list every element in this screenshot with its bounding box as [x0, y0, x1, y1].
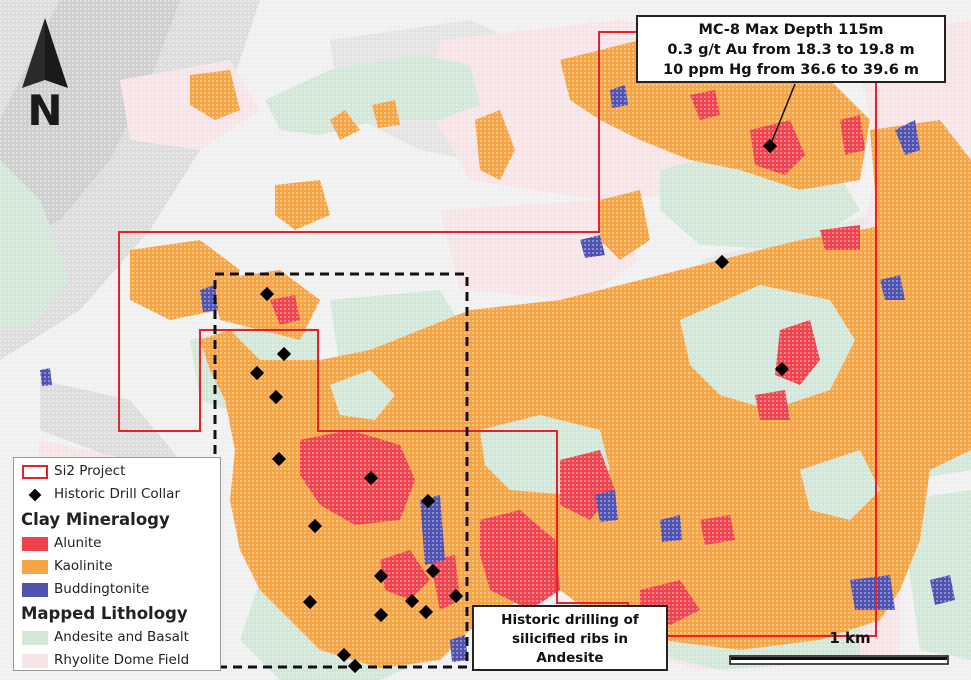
- drill-collar[interactable]: [249, 365, 265, 381]
- drillhole-callout: MC-8 Max Depth 115m 0.3 g/t Au from 18.3…: [636, 15, 946, 83]
- kaolinite-swatch: [22, 560, 48, 574]
- drill-collar[interactable]: [448, 588, 464, 604]
- legend-heading-clay: Clay Mineralogy: [21, 510, 170, 529]
- callout-line: 0.3 g/t Au from 18.3 to 19.8 m: [667, 42, 915, 58]
- callout-line: MC-8 Max Depth 115m: [698, 22, 884, 38]
- drill-collar[interactable]: [420, 493, 436, 509]
- legend-label: Si2 Project: [54, 463, 126, 479]
- legend-label: Historic Drill Collar: [54, 486, 181, 502]
- project-boundary-swatch: [22, 465, 48, 479]
- callout-line: silicified ribs in: [512, 631, 628, 647]
- drill-collar[interactable]: [307, 518, 323, 534]
- callout-line: Andesite: [536, 650, 604, 666]
- drill-collar[interactable]: [302, 594, 318, 610]
- legend-label: Alunite: [54, 535, 102, 551]
- drill-collar[interactable]: [363, 470, 379, 486]
- drill-collar[interactable]: [425, 563, 441, 579]
- drill-collar[interactable]: [373, 607, 389, 623]
- north-label: N: [27, 86, 62, 135]
- historic-drilling-area[interactable]: [213, 272, 469, 669]
- legend-label: Kaolinite: [54, 558, 113, 574]
- drill-collar[interactable]: [762, 138, 778, 154]
- ribs-callout: Historic drilling of silicified ribs in …: [472, 605, 668, 671]
- drill-collar[interactable]: [268, 389, 284, 405]
- legend-label: Andesite and Basalt: [54, 629, 189, 645]
- alunite-swatch: [22, 537, 48, 551]
- drill-collar[interactable]: [373, 568, 389, 584]
- drill-collar[interactable]: [336, 647, 352, 663]
- callout-line: Historic drilling of: [501, 612, 639, 628]
- callout-leader: [769, 83, 796, 147]
- drill-collar[interactable]: [259, 286, 275, 302]
- drill-collars: [249, 138, 790, 674]
- rhyolite-swatch: [22, 654, 48, 668]
- drill-collar[interactable]: [418, 604, 434, 620]
- drill-collar[interactable]: [271, 451, 287, 467]
- drill-collar[interactable]: [404, 593, 420, 609]
- legend-label: Rhyolite Dome Field: [54, 652, 190, 668]
- callout-line: 10 ppm Hg from 36.6 to 39.6 m: [663, 62, 919, 78]
- legend-label: Buddingtonite: [54, 581, 150, 597]
- north-arrow-icon: N: [22, 18, 68, 135]
- scale-bar-label: 1 km: [829, 629, 871, 647]
- drill-collar[interactable]: [714, 254, 730, 270]
- legend-heading-litho: Mapped Lithology: [21, 604, 188, 623]
- buddingtonite-swatch: [22, 583, 48, 597]
- si2-project-boundary[interactable]: [118, 31, 877, 637]
- drill-collar[interactable]: [347, 658, 363, 674]
- drill-collar[interactable]: [276, 346, 292, 362]
- diamond-icon: [22, 488, 48, 502]
- map-legend: Si2 Project Historic Drill Collar Clay M…: [13, 457, 221, 671]
- scale-bar: [729, 655, 949, 665]
- andesite-swatch: [22, 631, 48, 645]
- drill-collar[interactable]: [774, 361, 790, 377]
